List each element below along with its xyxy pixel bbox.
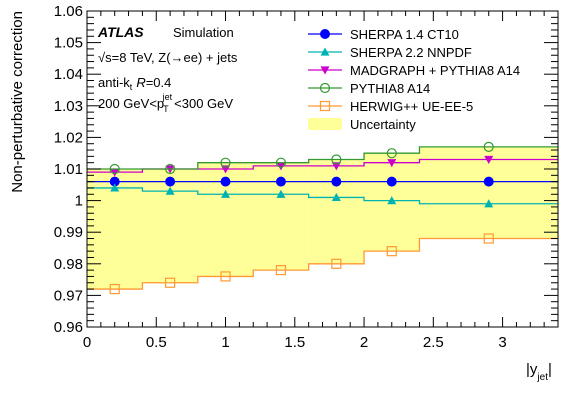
jet-algorithm-label: anti-kt R=0.4: [98, 75, 171, 92]
series-line: [87, 146, 558, 170]
y-tick-label: 0.97: [54, 287, 83, 304]
x-tick-label: 2: [360, 334, 368, 351]
legend-marker: [319, 82, 331, 94]
data-point: [221, 165, 231, 174]
data-point: [165, 277, 176, 288]
legend-marker: [320, 47, 330, 56]
legend-label: Uncertainty: [350, 117, 416, 132]
data-point: [276, 162, 286, 171]
data-point: [331, 154, 342, 165]
ticks-layer: 0 0.5 1 1.5 2 2.5 3 0.96 0.97 0.98 0.99 1 1.01 1.02 1.…: [54, 3, 558, 351]
data-point: [386, 148, 397, 159]
data-point: [484, 199, 494, 208]
data-point: [275, 265, 287, 276]
data-point: [483, 141, 494, 152]
x-tick-label: 0: [83, 334, 91, 351]
legend: SHERPA 1.4 CT10 SHERPA 2.2 NNPDF MADGRAPH …: [308, 27, 520, 132]
y-tick-label: 1.06: [54, 3, 83, 20]
data-point: [483, 176, 494, 187]
legend-uncertainty-swatch: [308, 118, 342, 130]
data-point: [275, 157, 287, 168]
legend-marker: [320, 29, 330, 39]
data-point: [483, 233, 494, 244]
data-point: [276, 189, 286, 198]
data-point: [109, 163, 120, 175]
y-tick-label: 1.01: [54, 161, 83, 178]
data-point: [110, 168, 120, 177]
y-tick-label: 1: [75, 193, 83, 210]
uncertainty-band-bin: [308, 159, 365, 264]
data-point: [165, 186, 175, 195]
data-point: [331, 162, 341, 171]
y-tick-label: 0.96: [54, 319, 83, 336]
legend-label: PYTHIA8 A14: [350, 81, 430, 96]
data-point: [275, 176, 286, 187]
data-point: [387, 196, 397, 205]
pt-range-label: 200 GeV<pTjet <300 GeV: [98, 92, 233, 114]
y-tick-label: 1.04: [54, 66, 83, 83]
data-point: [331, 176, 342, 187]
data-point: [220, 176, 231, 187]
data-point: [221, 189, 231, 198]
data-point: [220, 157, 231, 168]
data-point: [331, 192, 341, 202]
x-tick-label: 0.5: [146, 334, 167, 351]
atlas-label: ATLAS: [97, 24, 144, 40]
data-point: [110, 183, 120, 192]
x-tick-label: 1.5: [284, 334, 305, 351]
atlas-annotation: ATLAS Simulation √s=8 TeV, Z(→ee) + jets…: [97, 24, 238, 114]
y-tick-label: 1.03: [54, 98, 83, 115]
legend-marker: [320, 66, 330, 75]
y-tick-label: 1.05: [54, 35, 83, 52]
data-point: [165, 163, 176, 175]
data-point: [386, 246, 397, 257]
svg-text:|yjet|: |yjet|: [526, 361, 552, 383]
simulation-label: Simulation: [173, 25, 234, 40]
energy-label: √s=8 TeV, Z(→ee) + jets: [98, 50, 238, 65]
y-axis-title: Non-perturbative correction: [9, 11, 26, 193]
series-line: [87, 187, 558, 205]
data-point: [109, 283, 120, 295]
y-tick-label: 0.99: [54, 224, 83, 241]
legend-label: HERWIG++ UE-EE-5: [350, 99, 473, 114]
data-point: [387, 159, 397, 168]
data-point: [165, 176, 176, 187]
y-tick-label: 0.98: [54, 256, 83, 273]
data-point: [220, 271, 231, 282]
series-layer: [87, 141, 558, 295]
legend-label: MADGRAPH + PYTHIA8 A14: [350, 63, 520, 78]
series-line: [87, 237, 558, 290]
legend-label: SHERPA 2.2 NNPDF: [350, 45, 472, 60]
y-tick-label: 1.02: [54, 129, 83, 146]
data-point: [386, 176, 397, 187]
x-tick-label: 1: [221, 334, 229, 351]
data-point: [484, 155, 494, 165]
x-tick-label: 3: [498, 334, 506, 351]
legend-label: SHERPA 1.4 CT10: [350, 27, 459, 42]
data-point: [331, 258, 342, 269]
x-tick-label: 2.5: [423, 334, 444, 351]
legend-marker: [319, 100, 331, 112]
uncertainty-band-layer: [87, 146, 558, 290]
x-axis-title: |yjet|: [526, 361, 552, 383]
